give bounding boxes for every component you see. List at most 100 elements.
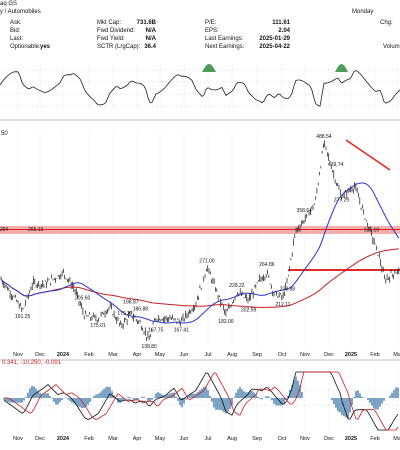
price-annotation-13: 264.86 bbox=[259, 262, 275, 268]
macd-line bbox=[3, 371, 399, 431]
mktcap-label: Mkt Cap: bbox=[97, 20, 122, 26]
price-annotation-10: 182.00 bbox=[218, 319, 234, 325]
pe-value: 111.61 bbox=[272, 20, 290, 26]
month-tick-bottom-3: Feb bbox=[84, 436, 93, 442]
ma-short-line bbox=[0, 182, 400, 324]
price-annotation-3: 179.22 bbox=[117, 311, 133, 317]
optionable-label: Optionable: bbox=[10, 44, 41, 50]
bid-label: Bid: bbox=[10, 28, 21, 34]
trend-line bbox=[345, 139, 391, 171]
macd-label: 0.341, -10.250, -0.091 bbox=[2, 360, 62, 366]
price-annotation-18: 439.74 bbox=[328, 162, 344, 168]
month-tick-bottom-13: Dec bbox=[324, 436, 334, 442]
month-tick-top-6: May bbox=[155, 352, 166, 358]
month-tick-bottom-5: Apr bbox=[133, 436, 142, 442]
month-tick-top-5: Apr bbox=[133, 352, 142, 358]
ask-label: Ask: bbox=[10, 20, 22, 26]
rsi-panel bbox=[0, 64, 400, 107]
month-tick-top-11: Oct bbox=[278, 352, 287, 358]
price-annotation-11: 228.22 bbox=[229, 283, 245, 289]
price-annotation-16: 358.64 bbox=[297, 208, 313, 214]
month-tick-bottom-8: Jul bbox=[204, 436, 211, 442]
industry-label: y / Automobiles bbox=[0, 9, 41, 15]
rsi-line bbox=[0, 70, 400, 107]
eps-label: EPS: bbox=[205, 28, 219, 34]
month-tick-bottom-1: Dec bbox=[35, 436, 45, 442]
price-bars bbox=[0, 140, 400, 341]
month-tick-bottom-14: 2025 bbox=[345, 436, 357, 442]
next-earnings-label: Next Earnings: bbox=[205, 44, 245, 50]
date-label: Monday bbox=[352, 9, 374, 15]
month-tick-top-10: Sep bbox=[252, 352, 262, 358]
month-tick-bottom-2: 2024 bbox=[57, 436, 70, 442]
eps-value: 2.04 bbox=[278, 28, 290, 34]
price-annotation-1: 205.60 bbox=[75, 296, 91, 302]
sctr-label: SCTR (LrgCap): bbox=[97, 44, 141, 50]
macd-panel bbox=[3, 371, 399, 431]
month-tick-top-7: Jun bbox=[180, 352, 189, 358]
month-tick-bottom-7: Jun bbox=[180, 436, 189, 442]
month-tick-top-16: Mar bbox=[393, 352, 400, 358]
month-tick-bottom-11: Oct bbox=[278, 436, 287, 442]
price-annotation-7: 167.75 bbox=[148, 327, 164, 333]
price-annotation-19: 377.29 bbox=[334, 197, 350, 203]
price-panel-label: 50 bbox=[1, 131, 8, 137]
optionable-value: yes bbox=[40, 44, 51, 50]
fwd-dividend-label: Fwd Dividend: bbox=[97, 28, 136, 34]
next-earnings-value: 2025-04-22 bbox=[259, 44, 290, 50]
price-annotation-0: 191.25 bbox=[15, 314, 31, 320]
month-tick-bottom-4: Mar bbox=[108, 436, 118, 442]
month-tick-bottom-0: Nov bbox=[13, 436, 23, 442]
month-tick-top-9: Aug bbox=[227, 352, 237, 358]
fwd-yield-label: Fwd Yield: bbox=[97, 36, 125, 42]
resistance-left-label-2: 265.13 bbox=[28, 227, 44, 233]
price-annotation-15: 238.88 bbox=[280, 287, 296, 293]
fwd-yield-value: N/A bbox=[145, 36, 156, 42]
price-annotation-12: 202.59 bbox=[241, 307, 257, 313]
month-tick-bottom-10: Sep bbox=[252, 436, 262, 442]
exchange-label: aq GS bbox=[0, 1, 18, 7]
volume-label: Volum bbox=[383, 44, 400, 50]
month-tick-top-14: 2025 bbox=[345, 352, 357, 358]
sctr-value: 36.4 bbox=[144, 44, 156, 50]
month-tick-top-3: Feb bbox=[84, 352, 93, 358]
month-tick-bottom-6: May bbox=[155, 436, 166, 442]
month-tick-top-13: Dec bbox=[324, 352, 334, 358]
month-tick-bottom-16: Mar bbox=[393, 436, 400, 442]
month-tick-bottom-15: Feb bbox=[370, 436, 379, 442]
price-annotation-6: 138.80 bbox=[142, 344, 158, 350]
month-tick-bottom-12: Nov bbox=[300, 436, 310, 442]
resistance-left-label-1: 264 bbox=[0, 227, 9, 233]
chart-grid bbox=[0, 64, 400, 432]
price-annotation-17: 488.54 bbox=[316, 134, 332, 140]
mktcap-value: 731.6B bbox=[136, 20, 156, 26]
month-tick-bottom-9: Aug bbox=[227, 436, 237, 442]
price-annotation-8: 167.41 bbox=[174, 328, 190, 334]
change-label: Chg: bbox=[380, 20, 393, 26]
price-annotation-20: 325.10 bbox=[364, 227, 380, 233]
price-annotation-4: 198.87 bbox=[123, 300, 139, 306]
month-tick-top-15: Feb bbox=[370, 352, 379, 358]
last-earnings-label: Last Earnings: bbox=[205, 36, 244, 42]
price-annotation-9: 271.00 bbox=[199, 258, 215, 264]
ma-long-line bbox=[0, 248, 399, 308]
month-tick-top-0: Nov bbox=[13, 352, 23, 358]
month-tick-top-8: Jul bbox=[204, 352, 211, 358]
quote-header: aq GS y / Automobiles Monday Ask: Bid: L… bbox=[0, 0, 400, 60]
macd-signal-line bbox=[4, 371, 399, 431]
month-tick-top-12: Nov bbox=[300, 352, 310, 358]
rsi-overbought-fill bbox=[202, 64, 348, 72]
month-tick-top-4: Mar bbox=[108, 352, 118, 358]
last-earnings-value: 2025-01-29 bbox=[259, 36, 290, 42]
fwd-dividend-value: N/A bbox=[145, 28, 156, 34]
month-tick-top-2: 2024 bbox=[57, 352, 70, 358]
price-annotation-2: 175.01 bbox=[90, 323, 106, 329]
macd-histogram bbox=[3, 376, 399, 419]
pe-label: P/E: bbox=[205, 20, 217, 26]
last-label: Last: bbox=[10, 36, 24, 42]
price-annotation-14: 212.11 bbox=[276, 302, 291, 308]
month-tick-top-1: Dec bbox=[35, 352, 45, 358]
